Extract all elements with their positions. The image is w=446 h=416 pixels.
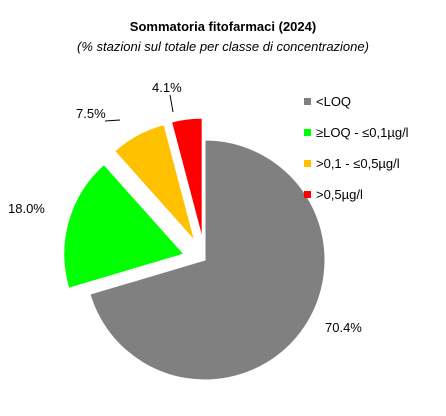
pie-slice-0-1-0-5 [113,123,196,241]
legend-item-loq: <LOQ [304,86,409,117]
leader-line-0-1-0-5 [104,119,121,122]
legend-item-over-0-5: >0,5µg/l [304,179,409,210]
legend-swatch-over-0-5 [304,191,311,198]
pie-slice-loq-0-1 [63,163,185,289]
data-label-loq: 70.4% [325,320,362,335]
legend-item-0-1-0-5: >0,1 - ≤0,5µg/l [304,148,409,179]
legend-label-loq-0-1: ≥LOQ - ≤0,1µg/l [316,125,409,140]
legend: <LOQ ≥LOQ - ≤0,1µg/l >0,1 - ≤0,5µg/l >0,… [304,86,409,210]
chart-title: Sommatoria fitofarmaci (2024) [129,19,317,34]
data-label-over-0-5: 4.1% [152,80,182,95]
legend-swatch-loq-0-1 [304,129,311,136]
pie-slice-over-0-5 [170,117,203,239]
leader-line-over-0-5 [169,94,174,113]
legend-label-loq: <LOQ [316,94,352,109]
legend-swatch-loq [304,98,311,105]
legend-label-0-1-0-5: >0,1 - ≤0,5µg/l [316,156,400,171]
legend-swatch-0-1-0-5 [304,160,311,167]
pie-slice-loq [89,139,326,381]
data-label-loq-0-1: 18.0% [8,201,45,216]
data-label-0-1-0-5: 7.5% [76,106,106,121]
legend-item-loq-0-1: ≥LOQ - ≤0,1µg/l [304,117,409,148]
chart-subtitle: (% stazioni sul totale per classe di con… [77,39,369,54]
legend-label-over-0-5: >0,5µg/l [316,187,363,202]
